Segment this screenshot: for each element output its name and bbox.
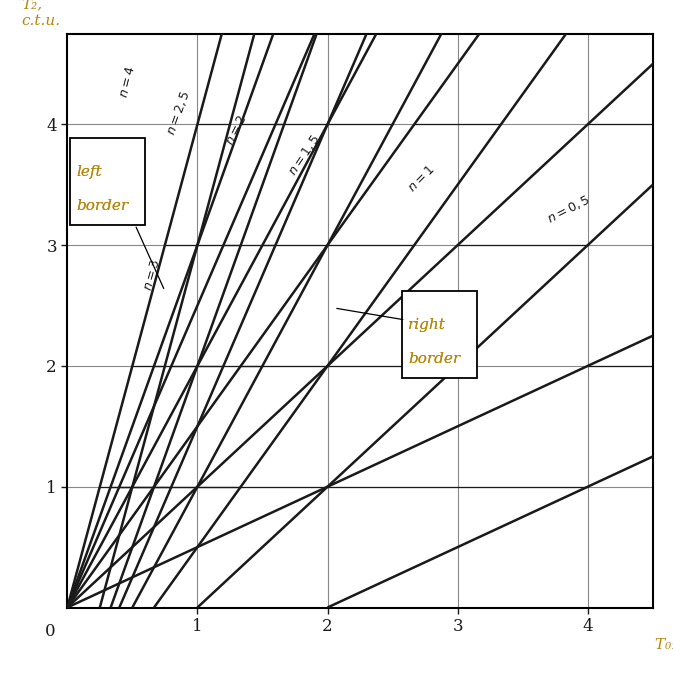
Text: left: left — [77, 165, 102, 179]
Text: right: right — [409, 318, 446, 332]
Text: $n=4$: $n=4$ — [117, 65, 137, 99]
Text: border: border — [409, 352, 460, 366]
Text: T₂,
c.t.u.: T₂, c.t.u. — [22, 0, 61, 28]
Text: $n=0,5$: $n=0,5$ — [544, 192, 592, 225]
Text: $n=2,5$: $n=2,5$ — [164, 88, 192, 136]
Text: $n=1$: $n=1$ — [405, 163, 437, 194]
Text: left: left — [77, 165, 102, 179]
Text: border: border — [77, 198, 129, 213]
Text: $n=1,5$: $n=1,5$ — [285, 132, 323, 178]
Text: $n=3$: $n=3$ — [141, 258, 163, 292]
Bar — [70, 138, 145, 225]
Text: $n=2$: $n=2$ — [223, 113, 250, 148]
Text: right: right — [409, 318, 446, 332]
Text: border: border — [409, 352, 460, 366]
Text: 0: 0 — [45, 623, 56, 640]
Text: T₀₁, c.t.u.: T₀₁, c.t.u. — [656, 638, 673, 651]
Text: border: border — [77, 198, 129, 213]
Bar — [402, 291, 477, 378]
